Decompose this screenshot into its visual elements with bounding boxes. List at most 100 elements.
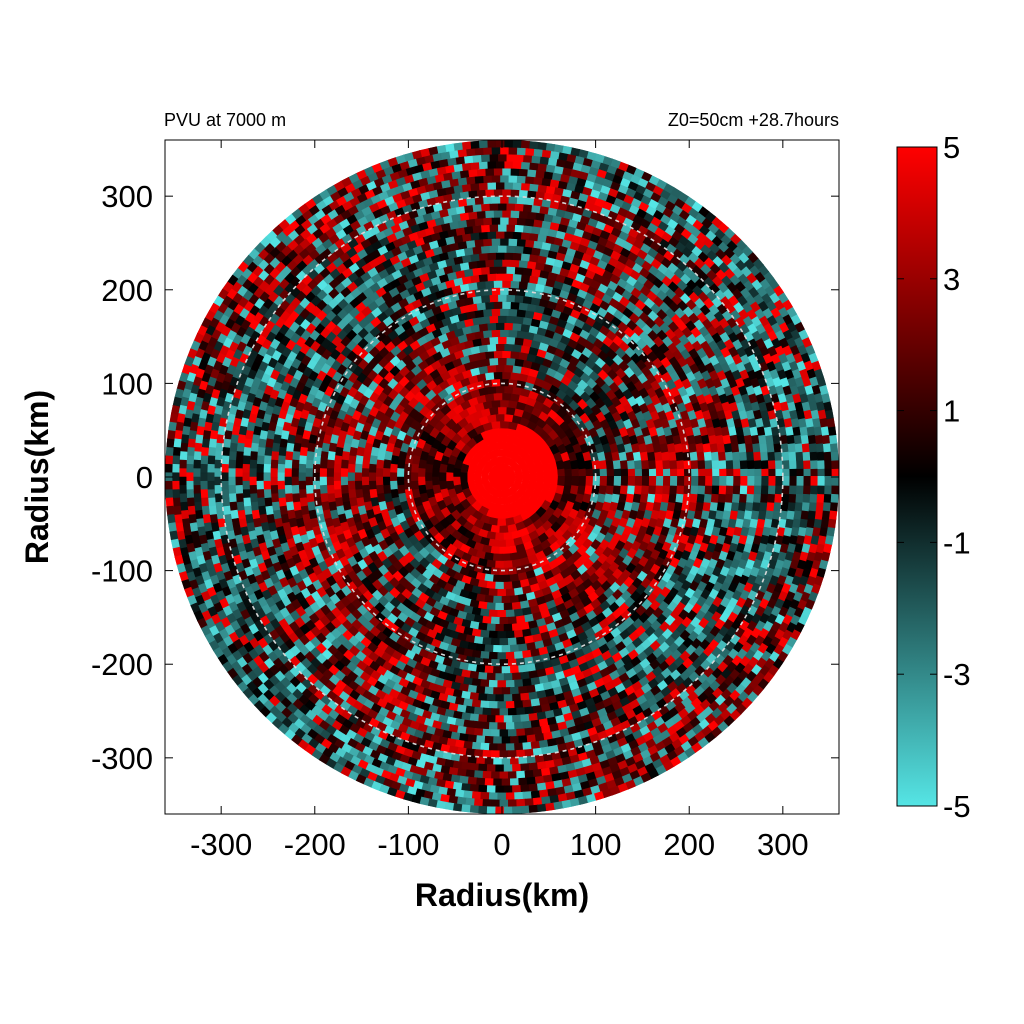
heatmap-cell	[486, 181, 497, 190]
heatmap-cell	[478, 763, 489, 772]
heatmap-cell	[509, 167, 520, 176]
heatmap-cell	[760, 484, 770, 495]
heatmap-cell	[503, 385, 514, 394]
heatmap-cell	[483, 167, 495, 176]
heatmap-cell	[599, 475, 608, 487]
heatmap-cell	[626, 484, 636, 495]
heatmap-cell	[676, 484, 685, 495]
heatmap-cell	[507, 174, 518, 183]
heatmap-cell	[655, 467, 664, 478]
heatmap-cell	[497, 609, 508, 618]
heatmap-cell	[305, 459, 314, 470]
heatmap-cell	[501, 687, 512, 695]
heatmap-cell	[263, 455, 272, 466]
heatmap-cell	[507, 238, 518, 247]
heatmap-cell	[683, 467, 692, 478]
heatmap-cell	[488, 609, 499, 618]
heatmap-cell	[192, 476, 201, 487]
heatmap-cell	[213, 476, 222, 487]
heatmap-cell	[796, 458, 805, 470]
heatmap-cell	[488, 651, 499, 660]
heatmap-cell	[207, 489, 216, 500]
heatmap-cell	[726, 467, 735, 478]
heatmap-cell	[496, 315, 507, 323]
heatmap-cell	[505, 223, 516, 232]
heatmap-cell	[509, 188, 520, 198]
heatmap-cell	[361, 459, 370, 470]
heatmap-cell	[494, 343, 505, 352]
heatmap-cell	[255, 463, 264, 474]
heatmap-cell	[284, 459, 293, 470]
heatmap-cell	[668, 492, 678, 504]
heatmap-cell	[725, 484, 734, 495]
heatmap-cell	[500, 371, 512, 380]
heatmap-cell	[490, 216, 501, 225]
heatmap-cell	[515, 175, 526, 184]
heatmap-cell	[662, 475, 671, 486]
heatmap-cell	[669, 484, 678, 495]
heatmap-cell	[739, 484, 748, 495]
heatmap-cell	[481, 238, 492, 247]
heatmap-cell	[704, 484, 713, 495]
heatmap-cell	[277, 463, 286, 474]
heatmap-cell	[564, 475, 573, 487]
heatmap-cell	[519, 182, 531, 191]
heatmap-cell	[767, 484, 777, 495]
heatmap-cell	[490, 658, 501, 667]
heatmap-cell	[509, 209, 520, 219]
heatmap-cell	[235, 451, 244, 462]
heatmap-cell	[326, 459, 335, 470]
heatmap-cell	[698, 475, 706, 486]
heatmap-cell	[499, 637, 510, 646]
heatmap-cell	[497, 701, 508, 709]
heatmap-cell	[368, 472, 377, 483]
heatmap-cell	[519, 252, 531, 262]
heatmap-cell	[490, 729, 501, 738]
heatmap-cell	[543, 475, 552, 487]
heatmap-cell	[486, 623, 497, 632]
heatmap-cell	[403, 463, 412, 474]
heatmap-cell	[305, 450, 315, 462]
heatmap-cell	[206, 480, 215, 491]
heatmap-cell	[498, 378, 509, 387]
heatmap-cell	[192, 459, 201, 470]
heatmap-cell	[648, 467, 657, 478]
heatmap-cell	[298, 463, 307, 474]
heatmap-cell	[484, 686, 495, 695]
heatmap-cell	[782, 467, 791, 478]
heatmap-cell	[747, 475, 756, 486]
heatmap-cell	[505, 700, 516, 709]
heatmap-cell	[227, 476, 236, 487]
heatmap-cell	[753, 492, 762, 503]
heatmap-cell	[298, 455, 307, 466]
heatmap-cell	[484, 644, 495, 653]
heatmap-cell	[500, 350, 511, 359]
heatmap-cell	[578, 475, 587, 487]
heatmap-cell	[340, 468, 349, 479]
heatmap-cell	[262, 480, 272, 491]
heatmap-cell	[484, 665, 495, 674]
heatmap-cell	[509, 735, 521, 745]
heatmap-cell	[486, 602, 497, 611]
heatmap-cell	[511, 252, 522, 261]
plot-area	[165, 140, 839, 814]
heatmap-cell	[513, 294, 524, 304]
heatmap-cell	[503, 251, 514, 260]
heatmap-cell	[255, 480, 265, 491]
heatmap-cell	[326, 476, 335, 487]
heatmap-cell	[486, 580, 497, 590]
heatmap-cell	[484, 594, 495, 604]
heatmap-cell	[505, 336, 516, 345]
heatmap-cell	[500, 209, 511, 218]
heatmap-cell	[490, 287, 501, 296]
heatmap-cell	[505, 743, 516, 752]
heatmap-cell	[498, 216, 509, 225]
heatmap-cell	[496, 336, 507, 345]
heatmap-cell	[789, 484, 798, 495]
heatmap-cell	[775, 467, 784, 478]
heatmap-cell	[517, 168, 528, 177]
heatmap-cell	[655, 475, 664, 486]
heatmap-cell	[199, 472, 208, 483]
heatmap-cell	[493, 736, 504, 745]
heatmap-cell	[634, 467, 643, 478]
